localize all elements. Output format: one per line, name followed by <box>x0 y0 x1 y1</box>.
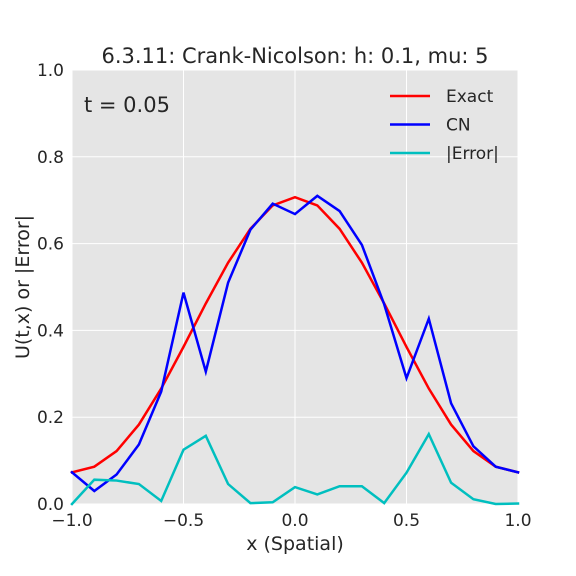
x-axis-label: x (Spatial) <box>246 533 344 555</box>
series-line-1 <box>70 194 520 493</box>
x-tick-label: 0.5 <box>393 511 420 531</box>
y-tick-label: 0.0 <box>37 495 64 515</box>
y-axis-ticks: 0.0 0.2 0.4 0.6 0.8 1.0 <box>37 61 64 515</box>
legend-label: CN <box>446 116 471 136</box>
y-tick-label: 0.4 <box>37 321 64 341</box>
series-layer <box>70 194 520 506</box>
y-tick-label: 0.2 <box>37 408 64 428</box>
y-tick-label: 0.6 <box>37 235 64 255</box>
x-tick-label: −1.0 <box>51 511 92 531</box>
chart-title: 6.3.11: Crank-Nicolson: h: 0.1, mu: 5 <box>101 44 488 68</box>
y-tick-label: 1.0 <box>37 61 64 81</box>
x-axis-ticks: −1.0 −0.5 0.0 0.5 1.0 <box>51 511 531 531</box>
legend: Exact CN |Error| <box>390 87 499 164</box>
x-tick-label: 1.0 <box>504 511 531 531</box>
legend-label: |Error| <box>446 144 499 164</box>
x-tick-label: 0.0 <box>281 511 308 531</box>
x-tick-label: −0.5 <box>163 511 204 531</box>
y-axis-label: U(t,x) or |Error| <box>12 215 34 359</box>
y-tick-label: 0.8 <box>37 148 64 168</box>
grid <box>71 69 519 505</box>
series-line-2 <box>70 431 520 506</box>
series-line-0 <box>70 195 520 474</box>
legend-label: Exact <box>446 87 494 107</box>
time-annotation: t = 0.05 <box>84 93 170 117</box>
